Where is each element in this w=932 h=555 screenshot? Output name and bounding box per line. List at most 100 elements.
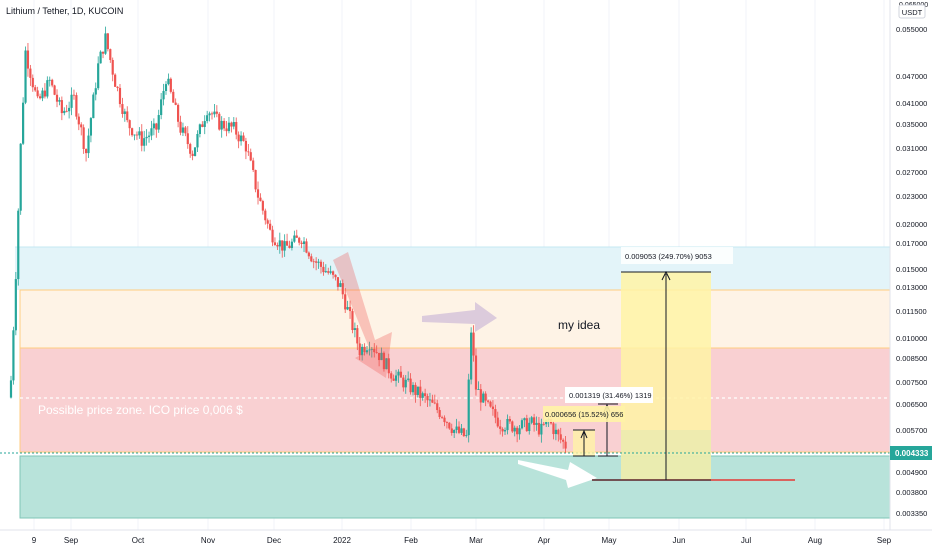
candle-body — [152, 123, 155, 129]
candle-body — [288, 245, 291, 248]
candle-body — [82, 127, 85, 149]
candle-body — [99, 51, 102, 64]
candle-body — [433, 402, 436, 404]
candle-body — [14, 279, 17, 331]
candle-body — [402, 377, 405, 388]
candle-body — [426, 396, 429, 401]
candle-body — [450, 428, 453, 433]
candle-body — [564, 441, 567, 449]
candle-body — [133, 134, 136, 136]
candle-body — [128, 120, 131, 129]
candle-body — [298, 237, 301, 243]
candle-body — [138, 131, 141, 136]
price-tick-label: 0.020000 — [896, 220, 927, 229]
candle-body — [419, 386, 422, 398]
candle-body — [375, 352, 378, 353]
candle-body — [431, 399, 434, 403]
candle-body — [552, 423, 555, 435]
price-axis-ticks: 0.055000 0.047000 0.041000 0.035000 0.031000… — [896, 25, 927, 518]
candle-body — [508, 418, 511, 422]
candle-body — [55, 94, 59, 102]
candle-body — [191, 153, 194, 156]
price-tick-label: 0.055000 — [896, 25, 927, 34]
candle-body — [46, 80, 49, 97]
candle-body — [106, 33, 109, 50]
candle-body — [186, 133, 189, 145]
candle-body — [334, 274, 337, 278]
currency-button[interactable]: USDT — [898, 4, 926, 19]
candle-body — [327, 271, 330, 273]
candle-body — [479, 389, 482, 403]
candle-body — [87, 135, 90, 154]
candle-body — [530, 417, 533, 423]
candle-body — [448, 422, 451, 429]
candle-body — [26, 50, 30, 69]
candle-body — [181, 127, 185, 133]
candle-body — [329, 271, 332, 273]
candle-body — [290, 241, 294, 248]
candle-body — [109, 49, 112, 60]
candle-body — [368, 349, 371, 351]
price-tick-label: 0.004900 — [896, 468, 927, 477]
candle-body — [467, 379, 470, 436]
candle-body — [269, 223, 272, 230]
candle-body — [244, 140, 248, 152]
candle-body — [532, 417, 536, 425]
time-tick-label: 2022 — [333, 536, 351, 545]
candle-body — [31, 77, 34, 88]
candle-body — [428, 399, 432, 401]
candle-body — [53, 85, 56, 95]
white-arrow — [518, 460, 597, 488]
measure-large[interactable] — [621, 270, 711, 480]
candle-body — [322, 266, 325, 273]
candle-body — [220, 120, 223, 130]
candle-body — [414, 384, 417, 395]
candle-body — [520, 420, 524, 429]
candle-body — [227, 122, 231, 132]
candle-body — [68, 107, 71, 112]
measure-small-label: 0.000656 (15.52%) 656 — [543, 406, 625, 422]
candle-body — [373, 348, 376, 353]
candle-body — [382, 352, 386, 370]
time-tick-label: Apr — [538, 536, 551, 545]
price-tick-label: 0.013000 — [896, 283, 927, 292]
time-tick-label: Dec — [267, 536, 281, 545]
candle-body — [126, 111, 129, 121]
measure-small-text: 0.000656 (15.52%) 656 — [545, 410, 623, 419]
price-tick-label: 0.010000 — [896, 334, 927, 343]
time-tick-label: Aug — [808, 536, 822, 545]
candle-body — [358, 343, 361, 356]
candle-body — [111, 59, 114, 75]
candle-body — [353, 328, 356, 331]
candle-body — [281, 240, 284, 251]
candle-body — [89, 118, 93, 136]
price-tick-label: 0.041000 — [896, 99, 927, 108]
time-tick-label: Oct — [132, 536, 145, 545]
candle-body — [198, 124, 201, 134]
candle-body — [145, 136, 148, 139]
candle-body — [201, 124, 204, 127]
candle-body — [70, 94, 73, 108]
candle-body — [77, 116, 80, 125]
candle-body — [172, 91, 175, 103]
time-tick-label: Sep — [64, 536, 79, 545]
measure-mid-text: 0.001319 (31.46%) 1319 — [569, 391, 652, 400]
measure-small[interactable] — [573, 429, 595, 457]
candle-body — [72, 94, 76, 96]
candle-body — [203, 121, 206, 127]
candle-body — [305, 241, 308, 253]
candle-body — [160, 99, 163, 116]
candle-body — [424, 393, 427, 397]
candle-body — [283, 241, 286, 251]
time-tick-label: Jun — [673, 536, 686, 545]
candle-body — [177, 104, 180, 122]
candle-body — [232, 122, 235, 127]
candle-body — [213, 111, 216, 115]
candle-body — [339, 283, 342, 287]
candle-body — [559, 434, 562, 440]
candle-body — [92, 94, 95, 119]
candle-body — [215, 111, 218, 114]
candle-body — [94, 88, 97, 95]
